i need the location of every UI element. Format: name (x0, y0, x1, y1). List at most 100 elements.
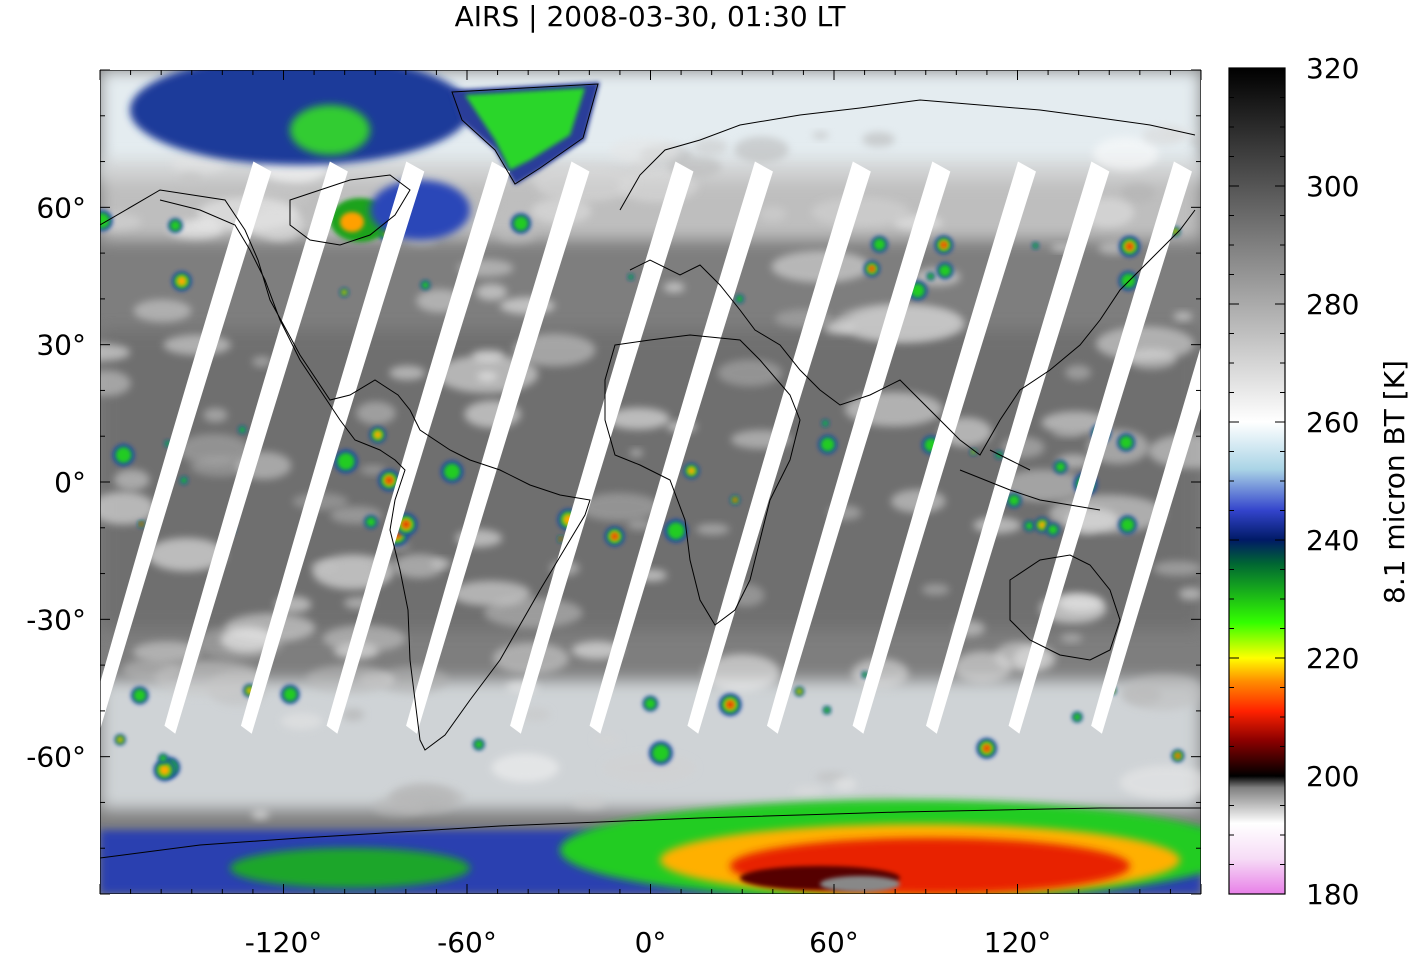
convective-cell (1120, 273, 1136, 289)
convective-cell (873, 238, 886, 251)
convective-cell (1038, 521, 1047, 529)
colorbar-tick-label: 320 (1306, 52, 1359, 85)
latitude-label: 0° (54, 466, 86, 499)
swath-gap (510, 161, 694, 734)
cloud-patch (1153, 560, 1201, 576)
cloud-patch (251, 809, 270, 820)
convective-cell (176, 276, 187, 287)
cloud-patch (360, 465, 386, 475)
latitude-label: -30° (26, 603, 86, 636)
convective-cell (117, 737, 123, 743)
convective-cell (1073, 713, 1082, 722)
coastlines (100, 83, 1201, 859)
convective-cell (1176, 754, 1180, 758)
convective-cell (1126, 243, 1133, 250)
convective-cell (862, 672, 868, 678)
colorbar-tick-label: 200 (1306, 760, 1359, 793)
swath-gap (687, 161, 871, 734)
coastline-eurasia (619, 99, 1196, 456)
convective-cell (628, 274, 634, 280)
cloud-patch (793, 786, 824, 797)
convective-cell (365, 516, 377, 527)
swath-gap (766, 161, 951, 734)
cloud-patch (1121, 183, 1156, 203)
latitude-label: 30° (36, 329, 86, 362)
convective-cell (820, 437, 835, 452)
cloud-patch (758, 206, 787, 222)
convective-cell (687, 466, 696, 475)
cloud-patch (171, 153, 227, 174)
convective-cell (100, 212, 110, 229)
convective-cell (869, 266, 874, 271)
cloud-patch (491, 753, 560, 783)
longitude-label: 120° (984, 926, 1051, 956)
coastline-greenland (451, 83, 599, 185)
cloud-patch (100, 370, 131, 397)
convective-cell (239, 426, 246, 433)
convective-cell (736, 295, 743, 303)
convective-cell (927, 273, 934, 280)
convective-cell (513, 215, 529, 232)
cloud-patch (594, 734, 620, 745)
convective-cell (938, 264, 952, 277)
convective-cell (1025, 521, 1034, 531)
cloud-patch (629, 449, 644, 457)
cloud-patch (703, 654, 780, 692)
convective-cell (386, 477, 392, 484)
cloud-patch (572, 796, 607, 810)
convective-cell (823, 707, 830, 714)
longitude-label: -60° (437, 926, 497, 956)
cloud-patch (133, 299, 192, 323)
convective-cell (169, 220, 181, 231)
swath-gap (164, 161, 348, 734)
cloud-patch (1189, 136, 1201, 144)
cloud-patch (663, 282, 685, 293)
convective-cell (403, 521, 409, 528)
cloud-patch (953, 651, 1012, 684)
antarctica-cold-region (100, 800, 1201, 894)
convective-cell (1120, 517, 1135, 532)
colorbar-frame (1228, 67, 1286, 895)
cloud-patch (389, 365, 426, 381)
cloud-patch (373, 795, 426, 817)
cloud-patch (1173, 311, 1193, 321)
convective-cell (180, 477, 187, 484)
cloud-patch (1064, 365, 1092, 380)
convective-cell (159, 764, 171, 776)
cloud-patch (311, 561, 338, 573)
coastline-africa (604, 334, 801, 626)
convective-cell (373, 430, 382, 439)
cloud-patch (695, 523, 730, 535)
map-title: AIRS | 2008-03-30, 01:30 LT (455, 0, 847, 33)
cloud-patch (180, 171, 203, 185)
coastline-australia (1009, 554, 1121, 661)
cloud-patch (393, 553, 445, 579)
convective-cell (443, 463, 461, 481)
convective-cell (651, 744, 670, 763)
colorbar-fill (1229, 68, 1285, 894)
cloud-patch (921, 583, 950, 596)
cloud-patch (717, 359, 783, 387)
cloud-patch (203, 407, 228, 423)
coastline-antarctica (100, 807, 1201, 859)
convective-cell (644, 697, 657, 710)
cloud-patch (602, 753, 696, 783)
colorbar-tick-label: 220 (1306, 642, 1359, 675)
convective-cell (139, 522, 143, 526)
cloud-patch (1060, 633, 1083, 643)
coastline-hudson-bay (289, 174, 411, 246)
cloud-patch (1052, 428, 1083, 438)
convective-cell (283, 687, 298, 702)
convective-cell (159, 754, 167, 762)
latitude-label: 60° (36, 191, 86, 224)
cloud-patch (280, 712, 323, 730)
convective-cell (474, 740, 484, 749)
cloud-patch (252, 356, 272, 368)
convective-cell (133, 688, 147, 702)
brightness-temperature-map (100, 70, 1201, 894)
cloud-patch (450, 580, 531, 606)
convective-cell (1119, 435, 1133, 450)
cloud-patch (1119, 765, 1201, 800)
colorbar: 320 300 280 260 240 220 200 180 8.1 micron BT [… (1228, 52, 1411, 911)
